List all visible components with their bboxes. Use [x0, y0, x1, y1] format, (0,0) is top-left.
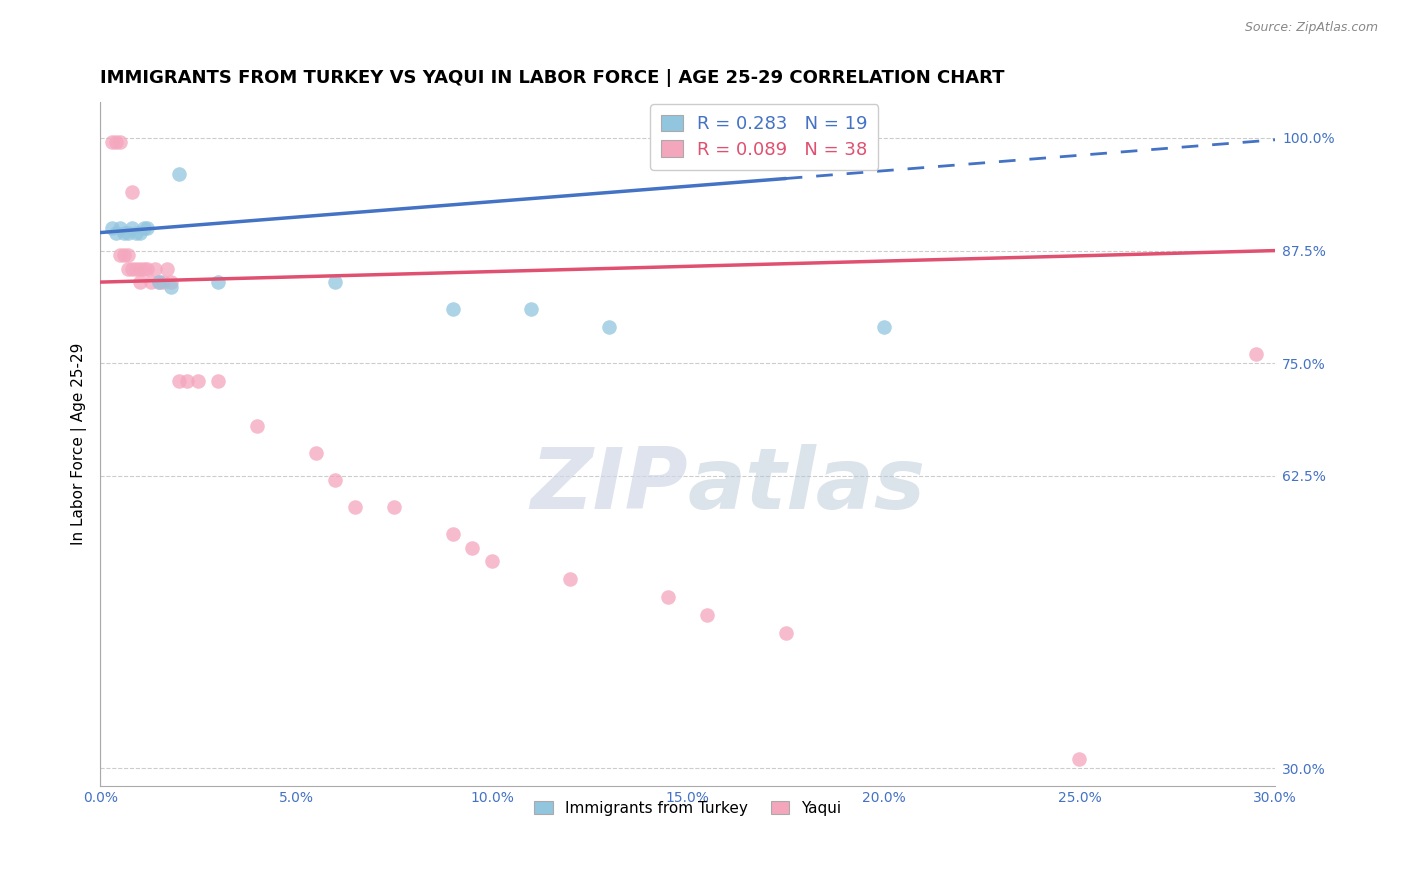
Point: [112, 226, 135, 240]
Point: [343, 500, 366, 515]
Point: [117, 261, 139, 276]
Point: [167, 167, 190, 181]
Point: [136, 261, 159, 276]
Point: [461, 541, 484, 555]
Point: [246, 419, 269, 434]
Point: [124, 261, 146, 276]
Point: [207, 275, 229, 289]
Point: [105, 135, 128, 149]
Point: [108, 221, 131, 235]
Point: [325, 275, 347, 289]
Point: [108, 248, 131, 262]
Point: [101, 221, 124, 235]
Point: [176, 374, 198, 388]
Point: [117, 226, 139, 240]
Point: [657, 591, 679, 605]
Point: [441, 302, 464, 317]
Point: [141, 275, 163, 289]
Text: Source: ZipAtlas.com: Source: ZipAtlas.com: [1244, 21, 1378, 34]
Point: [160, 275, 183, 289]
Point: [132, 221, 155, 235]
Point: [207, 374, 229, 388]
Point: [187, 374, 209, 388]
Point: [121, 221, 143, 235]
Y-axis label: In Labor Force | Age 25-29: In Labor Force | Age 25-29: [72, 343, 87, 545]
Point: [520, 302, 543, 317]
Point: [128, 226, 150, 240]
Point: [148, 275, 170, 289]
Point: [1069, 752, 1091, 766]
Legend: Immigrants from Turkey, Yaqui: Immigrants from Turkey, Yaqui: [527, 793, 849, 823]
Text: atlas: atlas: [688, 444, 927, 527]
Point: [108, 135, 131, 149]
Point: [156, 261, 179, 276]
Point: [481, 554, 503, 568]
Point: [101, 135, 124, 149]
Point: [128, 261, 150, 276]
Point: [121, 185, 143, 199]
Point: [560, 572, 582, 586]
Point: [441, 527, 464, 541]
Text: IMMIGRANTS FROM TURKEY VS YAQUI IN LABOR FORCE | AGE 25-29 CORRELATION CHART: IMMIGRANTS FROM TURKEY VS YAQUI IN LABOR…: [100, 69, 1005, 87]
Point: [872, 320, 894, 334]
Point: [598, 320, 620, 334]
Point: [152, 275, 174, 289]
Point: [148, 275, 170, 289]
Point: [143, 261, 166, 276]
Point: [132, 261, 155, 276]
Point: [382, 500, 405, 515]
Point: [696, 608, 718, 623]
Point: [325, 473, 347, 487]
Point: [128, 275, 150, 289]
Point: [105, 226, 128, 240]
Point: [136, 221, 159, 235]
Point: [167, 374, 190, 388]
Point: [160, 279, 183, 293]
Point: [1244, 347, 1267, 361]
Text: ZIP: ZIP: [530, 444, 688, 527]
Point: [305, 446, 328, 460]
Point: [121, 261, 143, 276]
Point: [117, 248, 139, 262]
Point: [124, 226, 146, 240]
Point: [112, 248, 135, 262]
Point: [775, 626, 797, 640]
